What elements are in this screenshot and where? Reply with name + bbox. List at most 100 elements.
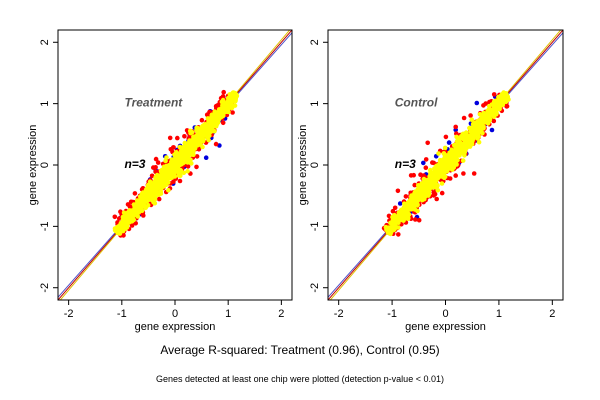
- data-point: [170, 145, 176, 150]
- caption-r-squared: Average R-squared: Treatment (0.96), Con…: [160, 343, 440, 357]
- data-point: [489, 127, 495, 133]
- data-point: [220, 94, 226, 99]
- data-point: [482, 117, 488, 123]
- data-point: [459, 148, 464, 154]
- data-point: [392, 212, 397, 218]
- data-point: [476, 130, 482, 135]
- data-point: [442, 145, 448, 151]
- data-point: [409, 203, 415, 209]
- data-point: [213, 141, 219, 147]
- x-tick-label: 1: [225, 308, 231, 320]
- data-point: [415, 208, 420, 214]
- data-point: [406, 215, 411, 221]
- data-point: [419, 195, 425, 200]
- data-point: [421, 160, 426, 166]
- data-point: [218, 107, 223, 113]
- y-tick-label: -1: [39, 221, 51, 231]
- data-point: [135, 214, 141, 219]
- y-tick-label: 2: [309, 39, 321, 45]
- data-point: [204, 112, 210, 117]
- x-tick-label: 0: [172, 308, 178, 320]
- data-point: [199, 117, 205, 123]
- data-point: [470, 138, 475, 144]
- data-point: [203, 155, 209, 160]
- data-point: [432, 184, 438, 190]
- data-point: [427, 182, 432, 188]
- data-point: [436, 151, 441, 156]
- data-point: [147, 179, 153, 184]
- data-point: [465, 133, 471, 138]
- data-point: [439, 190, 445, 196]
- data-point: [166, 187, 171, 193]
- data-point: [446, 140, 452, 145]
- data-point: [418, 183, 423, 188]
- data-point: [154, 191, 159, 196]
- data-point: [139, 208, 145, 214]
- data-point: [166, 176, 171, 181]
- data-point: [177, 144, 183, 150]
- data-point: [218, 113, 223, 119]
- data-point: [453, 124, 459, 130]
- data-point: [468, 113, 473, 118]
- data-point: [199, 138, 205, 144]
- data-point: [116, 216, 122, 221]
- data-point: [228, 102, 234, 108]
- data-point: [149, 173, 155, 179]
- y-tick-label: 0: [309, 162, 321, 168]
- data-point: [152, 200, 158, 206]
- data-point: [221, 89, 226, 95]
- data-point: [432, 191, 438, 197]
- data-point: [487, 103, 492, 109]
- data-point: [452, 142, 457, 148]
- x-tick-label: -1: [117, 308, 127, 320]
- x-tick-label: 0: [442, 308, 448, 320]
- data-point: [504, 104, 509, 109]
- data-point: [414, 193, 420, 199]
- y-tick-label: 1: [39, 101, 51, 107]
- data-point: [177, 178, 183, 184]
- data-point: [118, 209, 123, 214]
- data-point: [164, 164, 170, 170]
- data-point: [435, 163, 441, 168]
- data-point: [485, 113, 491, 118]
- data-point: [461, 115, 467, 121]
- data-point: [176, 152, 182, 157]
- data-point: [386, 213, 392, 219]
- scatter-points: [112, 89, 240, 238]
- data-point: [501, 90, 507, 96]
- data-point: [409, 199, 415, 204]
- data-point: [474, 126, 480, 131]
- data-point: [453, 173, 459, 178]
- data-point: [160, 176, 165, 182]
- data-point: [114, 228, 119, 233]
- sample-count-label: n=3: [395, 157, 416, 171]
- data-point: [210, 123, 216, 128]
- data-point: [455, 146, 461, 151]
- data-point: [159, 169, 164, 175]
- data-point: [134, 198, 140, 203]
- x-axis-label: gene expression: [135, 321, 216, 333]
- data-point: [472, 131, 477, 136]
- data-point: [491, 92, 497, 97]
- data-point: [171, 166, 177, 172]
- data-point: [150, 182, 156, 188]
- data-point: [443, 164, 448, 170]
- data-point: [494, 105, 500, 111]
- data-point: [456, 140, 462, 146]
- data-point: [185, 141, 190, 146]
- data-point: [145, 182, 151, 188]
- caption-detection-note: Genes detected at least one chip were pl…: [156, 374, 444, 384]
- data-point: [403, 194, 409, 199]
- data-point: [454, 131, 459, 136]
- data-point: [167, 169, 172, 175]
- data-point: [469, 117, 475, 122]
- data-point: [173, 163, 179, 168]
- data-point: [127, 208, 132, 213]
- x-tick-label: -2: [334, 308, 344, 320]
- data-point: [495, 100, 501, 106]
- x-tick-label: -2: [64, 308, 74, 320]
- y-tick-label: 0: [39, 162, 51, 168]
- data-point: [474, 100, 480, 106]
- data-point: [449, 165, 454, 170]
